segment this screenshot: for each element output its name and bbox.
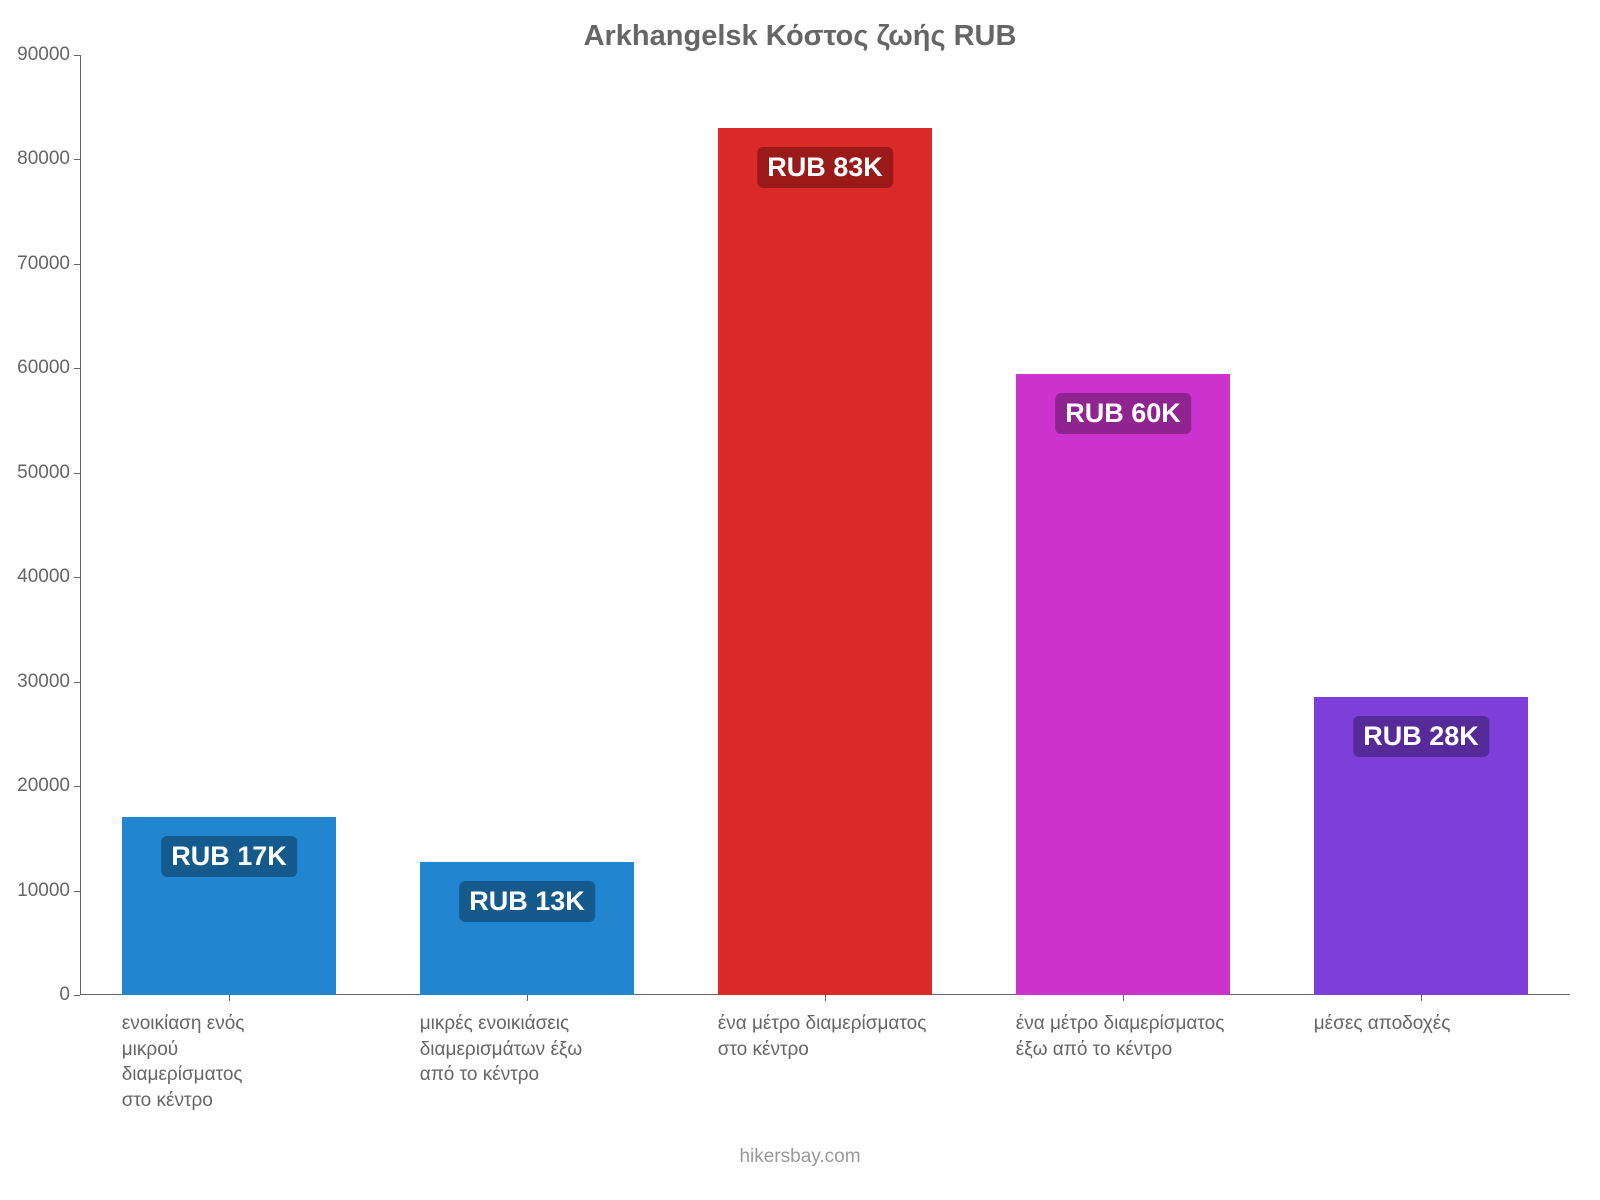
bar-value-label: RUB 83K [757,147,893,188]
y-tick-mark [74,473,80,474]
y-tick-label: 70000 [17,253,80,275]
bar-value-label: RUB 28K [1353,716,1489,757]
y-tick-mark [74,995,80,996]
y-tick-mark [74,159,80,160]
chart-title: Arkhangelsk Κόστος ζωής RUB [0,20,1600,53]
bar-value-label: RUB 13K [459,881,595,922]
y-tick-mark [74,368,80,369]
y-tick-mark [74,577,80,578]
y-tick-label: 30000 [17,671,80,693]
y-tick-mark [74,55,80,56]
y-tick-mark [74,786,80,787]
bar-value-label: RUB 17K [161,836,297,877]
y-tick-label: 60000 [17,357,80,379]
y-tick-mark [74,264,80,265]
y-tick-label: 90000 [17,44,80,66]
y-tick-label: 80000 [17,148,80,170]
chart-container: Arkhangelsk Κόστος ζωής RUB 010000200003… [0,0,1600,1200]
y-tick-label: 50000 [17,462,80,484]
x-tick-label: ένα μέτρο διαμερίσματος έξω από το κέντρ… [1016,995,1256,1062]
plot-area: 0100002000030000400005000060000700008000… [80,55,1570,995]
y-tick-mark [74,682,80,683]
bar [1016,374,1231,995]
x-tick-label: ενοικίαση ενός μικρού διαμερίσματος στο … [122,995,272,1114]
bar [718,128,933,995]
x-tick-label: μικρές ενοικιάσεις διαμερισμάτων έξω από… [420,995,600,1088]
bar-value-label: RUB 60K [1055,393,1191,434]
y-tick-mark [74,891,80,892]
y-tick-label: 10000 [17,880,80,902]
y-tick-label: 20000 [17,775,80,797]
y-axis-line [80,55,81,995]
x-tick-label: ένα μέτρο διαμερίσματος στο κέντρο [718,995,958,1062]
y-tick-label: 40000 [17,566,80,588]
x-tick-label: μέσες αποδοχές [1314,995,1464,1037]
footer-attribution: hikersbay.com [739,1146,860,1168]
